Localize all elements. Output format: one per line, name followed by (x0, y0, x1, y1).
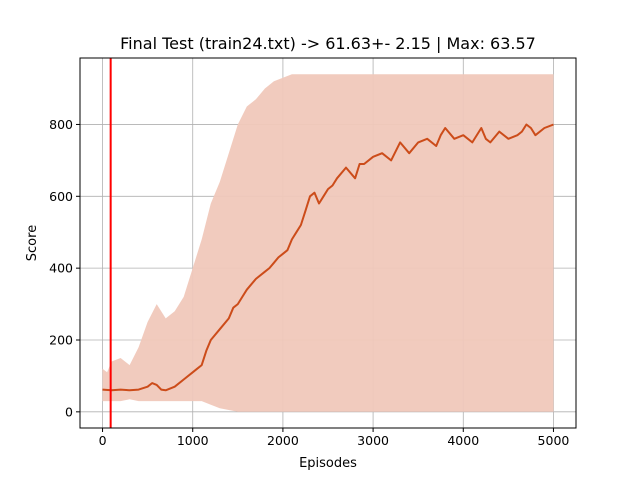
y-tick-label-2: 400 (49, 261, 73, 276)
raw-scores-band (102, 74, 554, 412)
y-tick-label-3: 600 (49, 189, 73, 204)
x-axis-title: Episodes (299, 456, 357, 471)
x-tick-label-2: 2000 (267, 433, 299, 448)
x-tick-label-0: 0 (99, 433, 107, 448)
axes-frame (79, 57, 577, 429)
y-tick-label-4: 800 (49, 117, 73, 132)
y-axis-title: Score (25, 225, 40, 261)
chart-title: Final Test (train24.txt) -> 61.63+- 2.15… (120, 34, 536, 53)
y-tick-label-1: 200 (49, 332, 73, 347)
y-tick-label-0: 0 (65, 404, 73, 419)
x-tick-label-3: 3000 (357, 433, 389, 448)
raw-scores-area (102, 74, 554, 412)
smoothed-score-path (102, 123, 554, 392)
smoothed-score-line (102, 123, 554, 392)
x-tick-label-5: 5000 (538, 433, 570, 448)
x-axis-ticks: 0 1000 2000 3000 4000 5000 (99, 428, 570, 448)
y-axis-ticks: 0 200 400 600 800 (49, 117, 80, 419)
x-tick-label-4: 4000 (447, 433, 479, 448)
x-tick-label-1: 1000 (177, 433, 209, 448)
